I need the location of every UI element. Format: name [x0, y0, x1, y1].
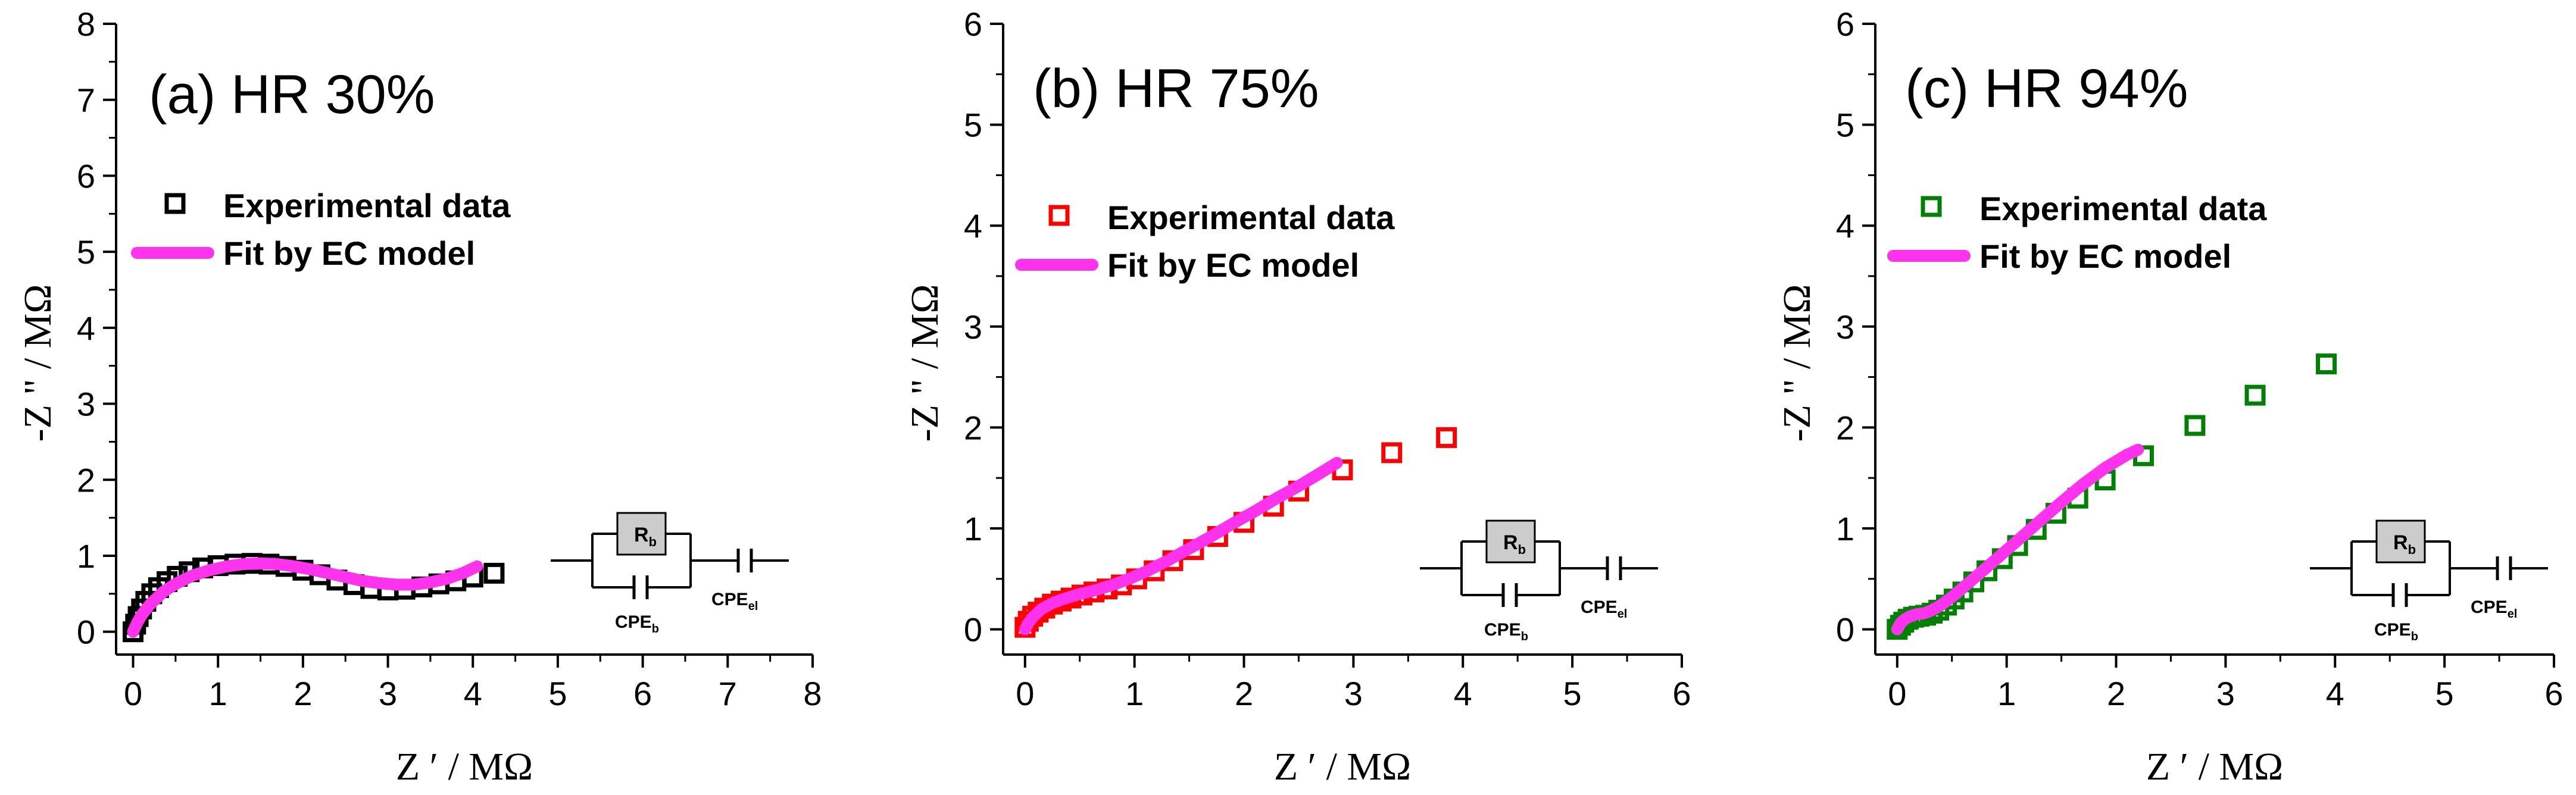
- legend-label-experimental: Experimental data: [1107, 199, 1395, 236]
- y-axis-label: -Z " / MΩ: [1775, 284, 1819, 442]
- x-tick-label: 5: [2436, 675, 2454, 712]
- y-tick-label: 2: [964, 409, 982, 446]
- x-tick-label: 4: [1454, 675, 1472, 712]
- y-tick-label: 1: [77, 537, 95, 575]
- x-axis-label: Z ′ / MΩ: [1274, 745, 1411, 788]
- x-tick-label: 1: [1125, 675, 1144, 712]
- x-tick-label: 6: [1672, 675, 1691, 712]
- fit-line: [127, 557, 483, 638]
- x-axis-label: Z ′ / MΩ: [2146, 745, 2283, 788]
- y-axis-label: -Z " / MΩ: [903, 284, 947, 442]
- legend-label-fit: Fit by EC model: [223, 234, 475, 272]
- y-tick-label: 5: [1836, 107, 1854, 144]
- x-tick-label: 1: [209, 675, 227, 712]
- circuit-0-resistor-symbol: [616, 512, 667, 556]
- panel-title: (a) HR 30%: [149, 64, 435, 125]
- y-tick-label: 5: [77, 233, 95, 271]
- x-tick-label: 2: [1235, 675, 1253, 712]
- legend-marker-experimental: [1921, 196, 1942, 217]
- x-tick-label: 8: [803, 675, 822, 712]
- x-tick-label: 3: [1344, 675, 1363, 712]
- y-tick-label: 6: [1836, 5, 1854, 43]
- y-tick-label: 2: [77, 461, 95, 499]
- circuit-0-cpe-b-label: CPEb: [615, 612, 659, 636]
- y-axis-label: -Z " / MΩ: [16, 284, 60, 442]
- y-tick-label: 3: [1836, 308, 1854, 346]
- legend-label-experimental: Experimental data: [223, 187, 511, 224]
- x-tick-label: 1: [1997, 675, 2016, 712]
- x-tick-label: 4: [464, 675, 482, 712]
- experimental-point: [2184, 415, 2206, 436]
- y-tick-label: 0: [964, 611, 982, 649]
- experimental-point: [1436, 427, 1457, 448]
- chart-panel-2: 0 1 2 3 4 5 6 0 1 2 3 4 5 6 Z ′ / MΩ -Z " / MΩ (c) HR 94…: [1775, 5, 2563, 788]
- y-tick-label: 0: [1836, 611, 1854, 649]
- fit-line: [1891, 443, 2144, 636]
- experimental-point: [2244, 384, 2266, 406]
- x-tick-label: 3: [379, 675, 397, 712]
- y-tick-label: 4: [964, 207, 982, 245]
- y-tick-label: 4: [1836, 207, 1854, 245]
- x-tick-label: 0: [124, 675, 142, 712]
- fit-line: [1019, 456, 1343, 636]
- y-tick-label: 8: [77, 5, 95, 43]
- legend-marker-experimental: [1048, 205, 1070, 226]
- circuit-1-cpe-el-label: CPEel: [1581, 597, 1627, 621]
- experimental-point: [1381, 442, 1403, 464]
- y-tick-label: 6: [964, 5, 982, 43]
- y-tick-label: 4: [77, 309, 95, 347]
- legend-label-fit: Fit by EC model: [1107, 246, 1359, 284]
- y-tick-label: 3: [77, 386, 95, 423]
- chart-panel-1: 0 1 2 3 4 5 6 0 1 2 3 4 5 6 Z ′ / MΩ -Z " / MΩ (b) HR 75…: [903, 5, 1691, 788]
- y-tick-label: 5: [964, 107, 982, 144]
- circuit-0-cpe-el-label: CPEel: [711, 590, 758, 613]
- x-tick-label: 6: [2544, 675, 2563, 712]
- circuit-2-cpe-el-label: CPEel: [2471, 597, 2517, 621]
- panel-title: (c) HR 94%: [1905, 58, 2188, 119]
- y-tick-label: 6: [77, 157, 95, 195]
- circuit-1-resistor-symbol: [1485, 519, 1536, 564]
- y-tick-label: 3: [964, 308, 982, 346]
- x-tick-label: 3: [2216, 675, 2235, 712]
- y-tick-label: 7: [77, 82, 95, 119]
- experimental-point: [483, 562, 505, 584]
- x-tick-label: 6: [633, 675, 652, 712]
- legend-marker-experimental: [164, 193, 186, 214]
- x-tick-label: 0: [1016, 675, 1034, 712]
- y-tick-label: 1: [964, 510, 982, 547]
- panel-title: (b) HR 75%: [1033, 58, 1319, 119]
- y-tick-label: 0: [77, 614, 95, 651]
- x-tick-label: 7: [719, 675, 737, 712]
- circuit-2-cpe-b-label: CPEb: [2374, 620, 2418, 643]
- y-tick-label: 1: [1836, 510, 1854, 547]
- x-tick-label: 0: [1888, 675, 1906, 712]
- x-tick-label: 5: [1563, 675, 1582, 712]
- x-axis-label: Z ′ / MΩ: [396, 745, 533, 788]
- x-tick-label: 2: [2107, 675, 2125, 712]
- experimental-point: [2316, 353, 2337, 375]
- x-tick-label: 2: [293, 675, 312, 712]
- legend-label-experimental: Experimental data: [1979, 190, 2267, 227]
- circuit-2-resistor-symbol: [2375, 519, 2426, 564]
- circuit-1-cpe-b-label: CPEb: [1484, 620, 1528, 643]
- legend-label-fit: Fit by EC model: [1979, 237, 2231, 275]
- x-tick-label: 4: [2326, 675, 2344, 712]
- chart-panel-0: 0 1 2 3 4 5 6 7 8 0 1 2 3 4 5 6 7 8 Z ′ / MΩ -Z " / MΩ (a) H…: [16, 5, 822, 788]
- x-tick-label: 5: [548, 675, 567, 712]
- y-tick-label: 2: [1836, 409, 1854, 446]
